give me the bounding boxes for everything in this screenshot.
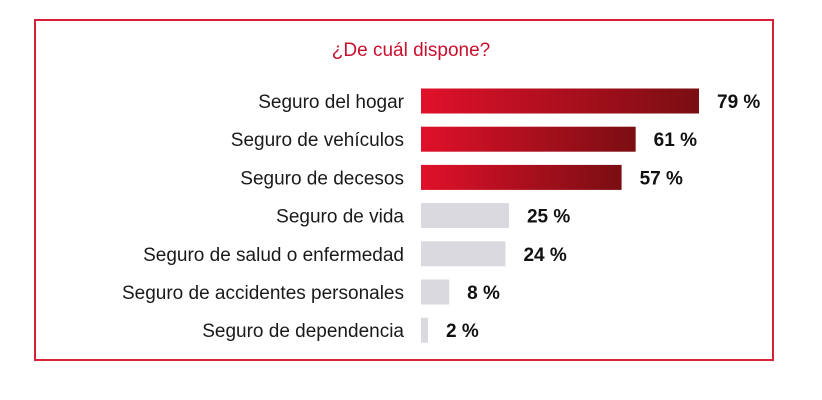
chart-frame [34,19,774,361]
bar-seguro-de-dependencia [421,317,429,343]
category-label-seguro-de-dependencia: Seguro de dependencia [202,321,404,342]
value-label-seguro-de-vida: 25 % [527,207,570,228]
value-label-seguro-de-salud-o-enfermedad: 24 % [523,245,566,266]
value-label-seguro-de-dependencia: 2 % [446,321,479,342]
value-label-seguro-de-decesos: 57 % [640,168,683,189]
category-label-seguro-de-vehiculos: Seguro de vehículos [231,130,404,151]
bar-seguro-de-salud-o-enfermedad [421,241,506,267]
category-label-seguro-de-decesos: Seguro de decesos [240,168,404,189]
bar-seguro-de-decesos [421,164,622,190]
chart-title: ¿De cuál dispone? [331,40,491,61]
bar-seguro-de-vehiculos [421,126,636,152]
category-label-seguro-de-salud-o-enfermedad: Seguro de salud o enfermedad [143,245,404,266]
category-label-seguro-de-vida: Seguro de vida [276,207,404,228]
category-label-seguro-de-accidentes-personales: Seguro de accidentes personales [122,283,404,304]
bar-seguro-del-hogar [421,88,699,114]
value-label-seguro-de-accidentes-personales: 8 % [467,283,500,304]
value-label-seguro-de-vehiculos: 61 % [654,130,697,151]
bar-seguro-de-accidentes-personales [421,279,450,305]
bar-seguro-de-vida [421,203,509,229]
category-label-seguro-del-hogar: Seguro del hogar [258,92,404,113]
value-label-seguro-del-hogar: 79 % [717,92,760,113]
